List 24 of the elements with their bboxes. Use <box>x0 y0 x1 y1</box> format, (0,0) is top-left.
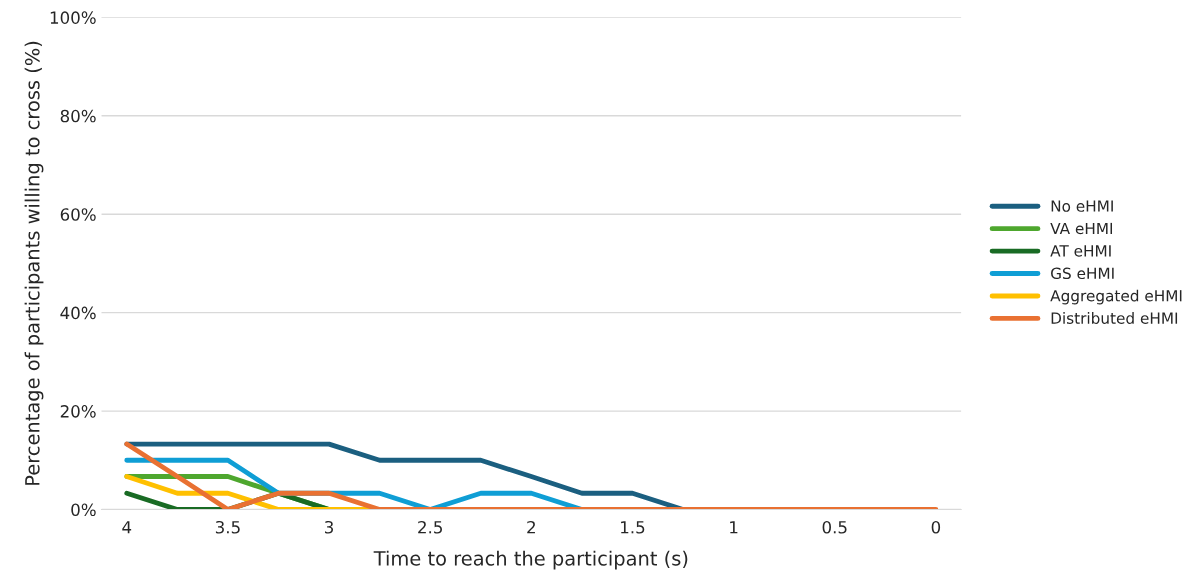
x-tick-label: 3 <box>325 520 334 534</box>
x-tick-label: 2.5 <box>418 520 442 534</box>
legend-label: No eHMI <box>1051 200 1113 212</box>
legend-label: GS eHMI <box>1051 267 1114 280</box>
y-tick-label: 20% <box>60 405 96 418</box>
legend-label: VA eHMI <box>1050 222 1113 235</box>
y-tick-label: 100% <box>50 11 96 24</box>
y-tick-label: 40% <box>60 306 96 320</box>
legend-label: AT eHMI <box>1050 245 1111 257</box>
x-tick-label: 0.5 <box>822 520 847 534</box>
line-series <box>124 441 939 510</box>
x-tick-label: 4 <box>122 521 132 534</box>
legend-label: Aggregated eHMI <box>1050 289 1182 305</box>
x-tick-label: 0 <box>931 520 941 534</box>
y-tick-label: 80% <box>60 109 96 123</box>
x-axis-title: Time to reach the participant (s) <box>373 550 688 570</box>
y-tick-label: 60% <box>60 208 96 221</box>
y-axis-title: Percentage of participants willing to cross (%) <box>24 41 44 485</box>
legend-label: Distributed eHMI <box>1051 312 1178 324</box>
x-tick-label: 3.5 <box>215 520 240 534</box>
x-tick-label: 1 <box>730 521 738 534</box>
y-tick-label: 0% <box>71 503 96 517</box>
x-tick-label: 2 <box>527 520 535 534</box>
x-tick-label: 1.5 <box>621 521 645 534</box>
